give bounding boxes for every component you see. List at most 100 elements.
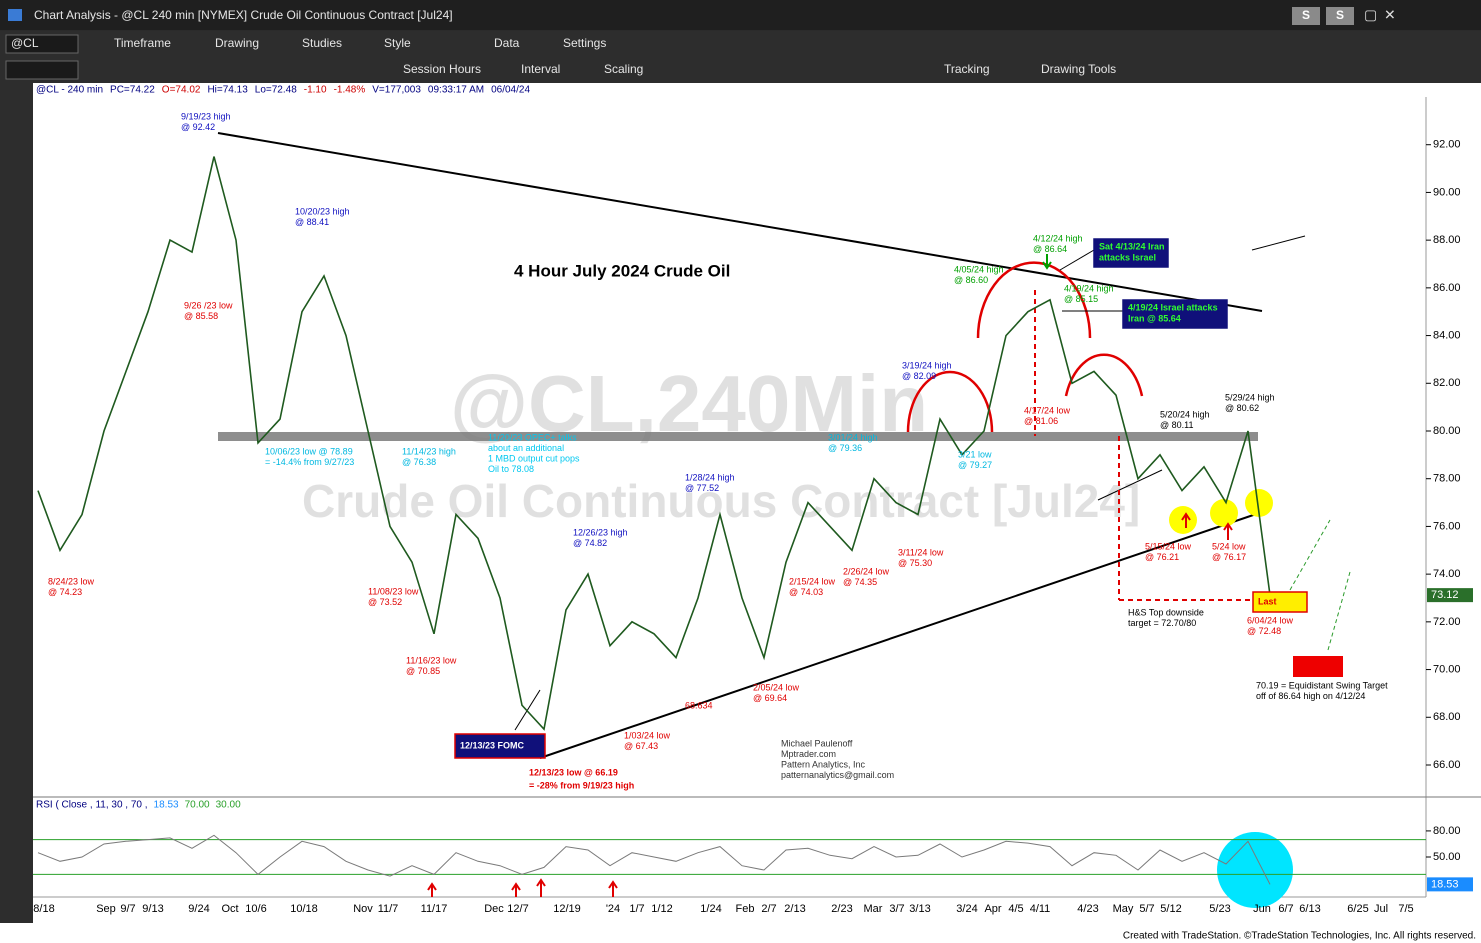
last-value-marker: [1427, 588, 1473, 603]
x-tick-label: 1/24: [700, 903, 721, 915]
info-item: Lo=72.48: [255, 85, 297, 96]
x-tick-label: 6/13: [1299, 903, 1320, 915]
x-tick-label: May: [1113, 903, 1134, 915]
annotation: Oil to 78.08: [488, 464, 534, 474]
annotation: off of 86.64 high on 4/12/24: [1256, 691, 1365, 701]
toolbar-button[interactable]: Drawing: [215, 36, 259, 50]
annotation: @ 79.27: [958, 460, 992, 470]
window-button[interactable]: [1292, 7, 1320, 25]
annotation: 11/20/23 OPEC+ talks: [488, 432, 577, 442]
annotation: 4/12/24 high: [1033, 233, 1083, 243]
annotation: 2/26/24 low: [843, 566, 890, 576]
toolbar-button[interactable]: Timeframe: [114, 36, 171, 50]
toolbar-button[interactable]: Tracking: [944, 62, 990, 76]
annotation: patternanalytics@gmail.com: [781, 770, 894, 780]
annotation: 9/26 /23 low: [184, 300, 233, 310]
x-tick-label: Jul: [1374, 903, 1388, 915]
toolbar-button[interactable]: Interval: [521, 62, 560, 76]
annotation: about an additional: [488, 443, 564, 453]
x-tick-label: 5/12: [1160, 903, 1181, 915]
rsi-level: 30.00: [216, 800, 241, 811]
annotation: 10/20/23 high: [295, 206, 350, 216]
toolbar-button[interactable]: Style: [384, 36, 411, 50]
x-tick-label: Dec: [484, 903, 504, 915]
annotation: @ 67.43: [624, 741, 658, 751]
annotation: 2/15/24 low: [789, 576, 836, 586]
y-tick-label: 50.00: [1433, 851, 1461, 863]
callout-text: Iran @ 85.64: [1128, 313, 1181, 323]
annotation: 6/04/24 low: [1247, 615, 1294, 625]
annotation: 12/13/23 low @ 66.19: [529, 767, 618, 777]
x-tick-label: 1/12: [651, 903, 672, 915]
toolbar-button[interactable]: Studies: [302, 36, 342, 50]
annotation: 4/19/24 high: [1064, 283, 1114, 293]
y-tick-label: 80.00: [1433, 425, 1461, 437]
window-title: Chart Analysis - @CL 240 min [NYMEX] Cru…: [34, 8, 453, 22]
toolbar-button[interactable]: Scaling: [604, 62, 643, 76]
annotation: @ 75.30: [898, 558, 932, 568]
annotation: @ 85.58: [184, 311, 218, 321]
callout-text: attacks Israel: [1099, 252, 1156, 262]
callout-text: Last: [1258, 596, 1277, 606]
annotation: 12/26/23 high: [573, 527, 628, 537]
annotation: @ 74.23: [48, 587, 82, 597]
annotation: @ 85.15: [1064, 294, 1098, 304]
annotation: @ 82.09: [902, 371, 936, 381]
window-button[interactable]: [1326, 7, 1354, 25]
annotation: Mptrader.com: [781, 749, 836, 759]
x-tick-label: Apr: [984, 903, 1001, 915]
x-tick-label: 1/7: [629, 903, 644, 915]
x-tick-label: '24: [606, 903, 620, 915]
info-item: -1.48%: [334, 85, 366, 96]
annotation: @ 88.41: [295, 217, 329, 227]
chart-title: 4 Hour July 2024 Crude Oil: [514, 261, 730, 280]
left-toolbar: [0, 83, 33, 923]
annotation: @ 86.60: [954, 275, 988, 285]
toolbar-button[interactable]: Data: [494, 36, 520, 50]
annotation: 8/24/23 low: [48, 576, 95, 586]
interval-box[interactable]: [5, 60, 79, 80]
restore-button[interactable]: ▢: [1364, 7, 1377, 23]
x-tick-label: 2/13: [784, 903, 805, 915]
y-tick-label: 66.00: [1433, 759, 1461, 771]
rsi-highlight: [1217, 832, 1293, 908]
highlight: [1210, 499, 1238, 527]
symbol-box[interactable]: [5, 34, 79, 54]
x-tick-label: Sep: [96, 903, 116, 915]
x-tick-label: Mar: [864, 903, 883, 915]
price-line: [37, 834, 1271, 885]
footer-bar: [0, 923, 1481, 943]
annotation: = -28% from 9/19/23 high: [529, 780, 634, 790]
toolbar-button[interactable]: Settings: [563, 36, 606, 50]
toolbar-button[interactable]: Drawing Tools: [1041, 62, 1116, 76]
x-tick-label: 11/7: [378, 903, 399, 915]
x-tick-label: 12/7: [507, 903, 528, 915]
toolbar-button[interactable]: Session Hours: [403, 62, 481, 76]
highlight: [1245, 489, 1273, 517]
annotation: @ 74.03: [789, 587, 823, 597]
trend-line: [539, 509, 1269, 759]
annotation: Michael Paulenoff: [781, 738, 853, 748]
rsi-title: RSI ( Close , 11, 30 , 70 ,: [36, 800, 148, 811]
rsi-arrows: [427, 878, 618, 897]
annotation: @ 86.64: [1033, 244, 1067, 254]
annotation: 11/08/23 low: [368, 586, 419, 596]
annotation: 3/01/24 high: [828, 432, 878, 442]
x-tick-label: 2/23: [831, 903, 852, 915]
last-value-marker: [1427, 877, 1473, 892]
callout-line: [1251, 235, 1306, 251]
price-line: [37, 156, 1271, 731]
y-tick-label: 86.00: [1433, 282, 1461, 294]
info-item: O=74.02: [162, 85, 201, 96]
x-tick-label: 3/24: [956, 903, 977, 915]
annotation: @ 80.62: [1225, 403, 1259, 413]
window-button-label: S: [1302, 8, 1310, 22]
x-tick-label: 5/7: [1139, 903, 1154, 915]
annotation: 5/29/24 high: [1225, 392, 1275, 402]
x-tick-label: 4/5: [1008, 903, 1023, 915]
y-tick-label: 90.00: [1433, 186, 1461, 198]
annotation: 5/20/24 high: [1160, 409, 1210, 419]
close-button[interactable]: ✕: [1384, 7, 1396, 23]
arrow: [1223, 522, 1233, 540]
